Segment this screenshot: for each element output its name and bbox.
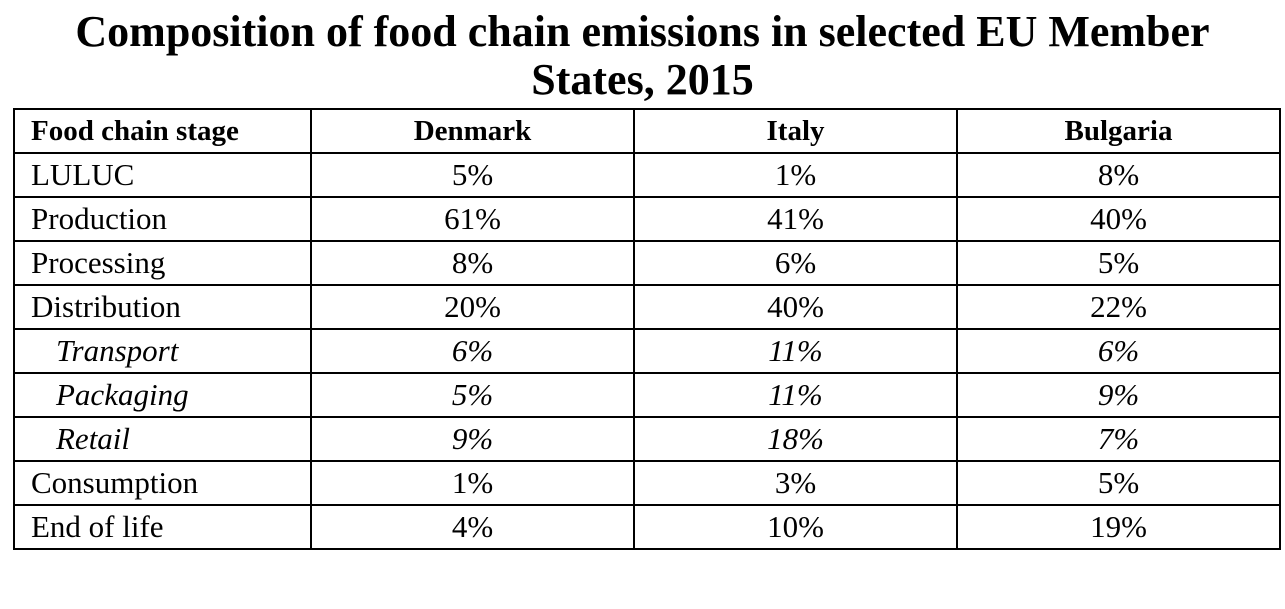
value-cell-bulgaria: 7% (956, 416, 1281, 462)
value-cell-bulgaria: 6% (956, 328, 1281, 374)
value-cell-denmark: 9% (310, 416, 635, 462)
value-cell-bulgaria: 9% (956, 372, 1281, 418)
value-cell-italy: 40% (633, 284, 958, 330)
stage-cell: Consumption (13, 460, 312, 506)
stage-cell: Packaging (13, 372, 312, 418)
value-cell-denmark: 5% (310, 152, 635, 198)
value-cell-bulgaria: 5% (956, 460, 1281, 506)
value-cell-italy: 1% (633, 152, 958, 198)
stage-cell: Distribution (13, 284, 312, 330)
header-row: Food chain stage Denmark Italy Bulgaria (13, 108, 1281, 154)
value-cell-denmark: 5% (310, 372, 635, 418)
value-cell-italy: 41% (633, 196, 958, 242)
value-cell-italy: 6% (633, 240, 958, 286)
value-cell-denmark: 8% (310, 240, 635, 286)
value-cell-denmark: 6% (310, 328, 635, 374)
chart-title-line-2: States, 2015 (531, 55, 754, 104)
column-header-italy: Italy (633, 108, 958, 154)
column-header-denmark: Denmark (310, 108, 635, 154)
stage-cell: End of life (13, 504, 312, 550)
column-header-bulgaria: Bulgaria (956, 108, 1281, 154)
emissions-table: Food chain stage Denmark Italy Bulgaria … (13, 108, 1281, 550)
value-cell-bulgaria: 19% (956, 504, 1281, 550)
table-row: Retail 9% 18% 7% (13, 416, 1281, 462)
value-cell-bulgaria: 5% (956, 240, 1281, 286)
value-cell-denmark: 61% (310, 196, 635, 242)
chart-title: Composition of food chain emissions in s… (0, 8, 1285, 104)
stage-cell: LULUC (13, 152, 312, 198)
value-cell-denmark: 1% (310, 460, 635, 506)
table-row: Packaging 5% 11% 9% (13, 372, 1281, 418)
table-row: End of life 4% 10% 19% (13, 504, 1281, 550)
value-cell-bulgaria: 40% (956, 196, 1281, 242)
table-body: LULUC 5% 1% 8% Production 61% 41% 40% Processing… (13, 152, 1281, 550)
value-cell-italy: 11% (633, 328, 958, 374)
stage-cell: Processing (13, 240, 312, 286)
table-row: Distribution 20% 40% 22% (13, 284, 1281, 330)
table-row: Transport 6% 11% 6% (13, 328, 1281, 374)
value-cell-denmark: 20% (310, 284, 635, 330)
stage-cell: Retail (13, 416, 312, 462)
value-cell-italy: 11% (633, 372, 958, 418)
table-row: Production 61% 41% 40% (13, 196, 1281, 242)
column-header-stage: Food chain stage (13, 108, 312, 154)
value-cell-italy: 10% (633, 504, 958, 550)
value-cell-italy: 18% (633, 416, 958, 462)
table-row: LULUC 5% 1% 8% (13, 152, 1281, 198)
stage-cell: Production (13, 196, 312, 242)
value-cell-denmark: 4% (310, 504, 635, 550)
table-row: Processing 8% 6% 5% (13, 240, 1281, 286)
value-cell-italy: 3% (633, 460, 958, 506)
value-cell-bulgaria: 8% (956, 152, 1281, 198)
table-row: Consumption 1% 3% 5% (13, 460, 1281, 506)
value-cell-bulgaria: 22% (956, 284, 1281, 330)
chart-title-line-1: Composition of food chain emissions in s… (75, 7, 1210, 56)
stage-cell: Transport (13, 328, 312, 374)
